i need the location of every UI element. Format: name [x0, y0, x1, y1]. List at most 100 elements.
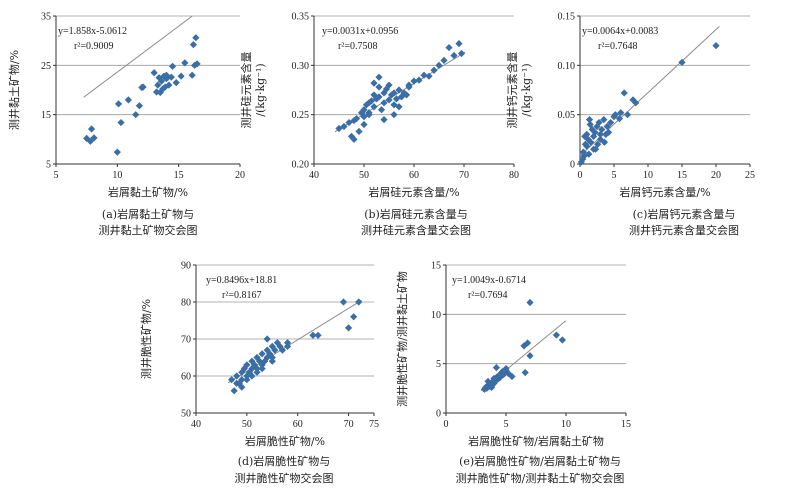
x-tick-label: 75 — [369, 419, 379, 430]
data-point — [248, 372, 256, 380]
data-point — [276, 342, 284, 350]
x-tick-label: 5 — [612, 170, 617, 181]
data-point — [617, 109, 625, 117]
x-tick-label: 20 — [235, 170, 245, 181]
data-point — [253, 368, 261, 376]
data-point — [420, 71, 428, 79]
caption-line-1: (e)岩屑脆性矿物/岩屑黏土矿物与 — [459, 454, 621, 468]
caption-line-1: (a)岩屑黏土矿物与 — [102, 207, 194, 221]
data-point — [611, 111, 619, 119]
data-point — [585, 116, 594, 124]
y-tick-label: 0.15 — [558, 12, 576, 23]
data-point — [678, 58, 686, 66]
caption-line-2: 测井脆性矿物/测井黏土矿物交会图 — [456, 471, 625, 485]
data-point — [508, 372, 516, 381]
data-point — [455, 40, 463, 48]
x-axis-title: 岩屑脆性矿物/岩屑黏土矿物 — [468, 434, 604, 448]
data-point — [350, 313, 358, 321]
x-tick-label: 10 — [561, 419, 571, 430]
data-point — [591, 128, 599, 137]
data-point — [352, 115, 361, 123]
data-point — [552, 331, 560, 339]
x-tick-label: 15 — [677, 170, 687, 181]
data-point — [577, 158, 585, 166]
data-point — [494, 375, 502, 384]
data-point — [502, 365, 510, 373]
data-point — [268, 353, 276, 362]
data-point — [189, 41, 197, 49]
data-point — [583, 142, 591, 150]
caption-line-1: (c)岩屑钙元素含量与 — [633, 207, 736, 221]
x-tick-label: 10 — [643, 170, 653, 181]
data-point — [355, 127, 363, 136]
data-point — [385, 96, 393, 104]
data-point — [385, 81, 393, 89]
data-point — [620, 89, 628, 97]
data-point — [492, 364, 500, 372]
y-tick-label: 60 — [181, 372, 191, 383]
data-point — [339, 298, 348, 306]
data-point — [500, 370, 508, 379]
data-point — [415, 76, 423, 84]
x-tick-label: 5 — [504, 419, 509, 430]
data-point — [240, 365, 248, 373]
data-point — [154, 81, 162, 89]
y-tick-label: 0.25 — [292, 110, 310, 121]
panel-d: 40 50 60 70 755060708090y=0.8496x+18.81r²=0.… — [139, 261, 379, 486]
data-point — [365, 109, 373, 117]
regression-equation: y=0.0064x+0.0083 — [582, 26, 658, 37]
data-point — [90, 134, 98, 142]
data-point — [488, 383, 496, 391]
data-point — [355, 298, 363, 306]
data-point — [624, 111, 632, 119]
data-point — [238, 376, 246, 384]
x-tick-label: 15 — [174, 170, 184, 181]
caption-line-2: 测井黏土矿物交会图 — [99, 223, 198, 237]
data-point — [228, 376, 236, 384]
data-point — [193, 60, 201, 68]
y-tick-label: 35 — [41, 12, 51, 23]
y-axis-title: 测井钙元素含量 — [505, 52, 519, 129]
data-point — [177, 72, 185, 80]
data-point — [600, 138, 609, 146]
data-point — [380, 99, 388, 107]
caption-line-1: (b)岩屑硅元素含量与 — [364, 207, 468, 221]
data-point — [558, 336, 566, 344]
data-point — [632, 99, 640, 107]
data-point — [344, 324, 353, 332]
data-point — [261, 357, 269, 365]
data-point — [181, 59, 189, 67]
data-point — [588, 125, 596, 134]
data-point — [410, 77, 418, 85]
data-point — [402, 91, 411, 99]
data-point — [595, 118, 603, 127]
x-tick-label: 0 — [578, 170, 583, 181]
data-point — [114, 100, 123, 108]
data-point — [435, 61, 443, 69]
y-tick-label: 0 — [436, 409, 441, 420]
data-point — [314, 331, 322, 339]
y-axis-unit: /(kg·kg⁻¹) — [520, 63, 533, 116]
data-point — [629, 96, 637, 104]
data-point — [390, 89, 398, 97]
data-point — [263, 346, 271, 354]
data-point — [484, 377, 492, 386]
x-axis-title: 岩屑脆性矿物/% — [245, 434, 325, 448]
x-tick-label: 25 — [745, 170, 755, 181]
data-point — [243, 361, 251, 369]
regression-equation: y=1.858x-5.0612 — [58, 26, 127, 37]
data-point — [598, 125, 606, 134]
x-axis-title: 岩屑钙元素含量/% — [619, 185, 710, 199]
x-tick-label: 70 — [344, 419, 354, 430]
data-point — [603, 122, 611, 131]
y-tick-label: 0.05 — [558, 110, 576, 121]
data-point — [445, 43, 453, 52]
data-point — [188, 71, 196, 79]
data-point — [167, 73, 175, 81]
x-tick-label: 40 — [191, 419, 201, 430]
trend-line — [83, 15, 193, 98]
data-point — [113, 148, 121, 156]
data-point — [604, 128, 613, 137]
x-tick-label: 10 — [112, 170, 122, 181]
